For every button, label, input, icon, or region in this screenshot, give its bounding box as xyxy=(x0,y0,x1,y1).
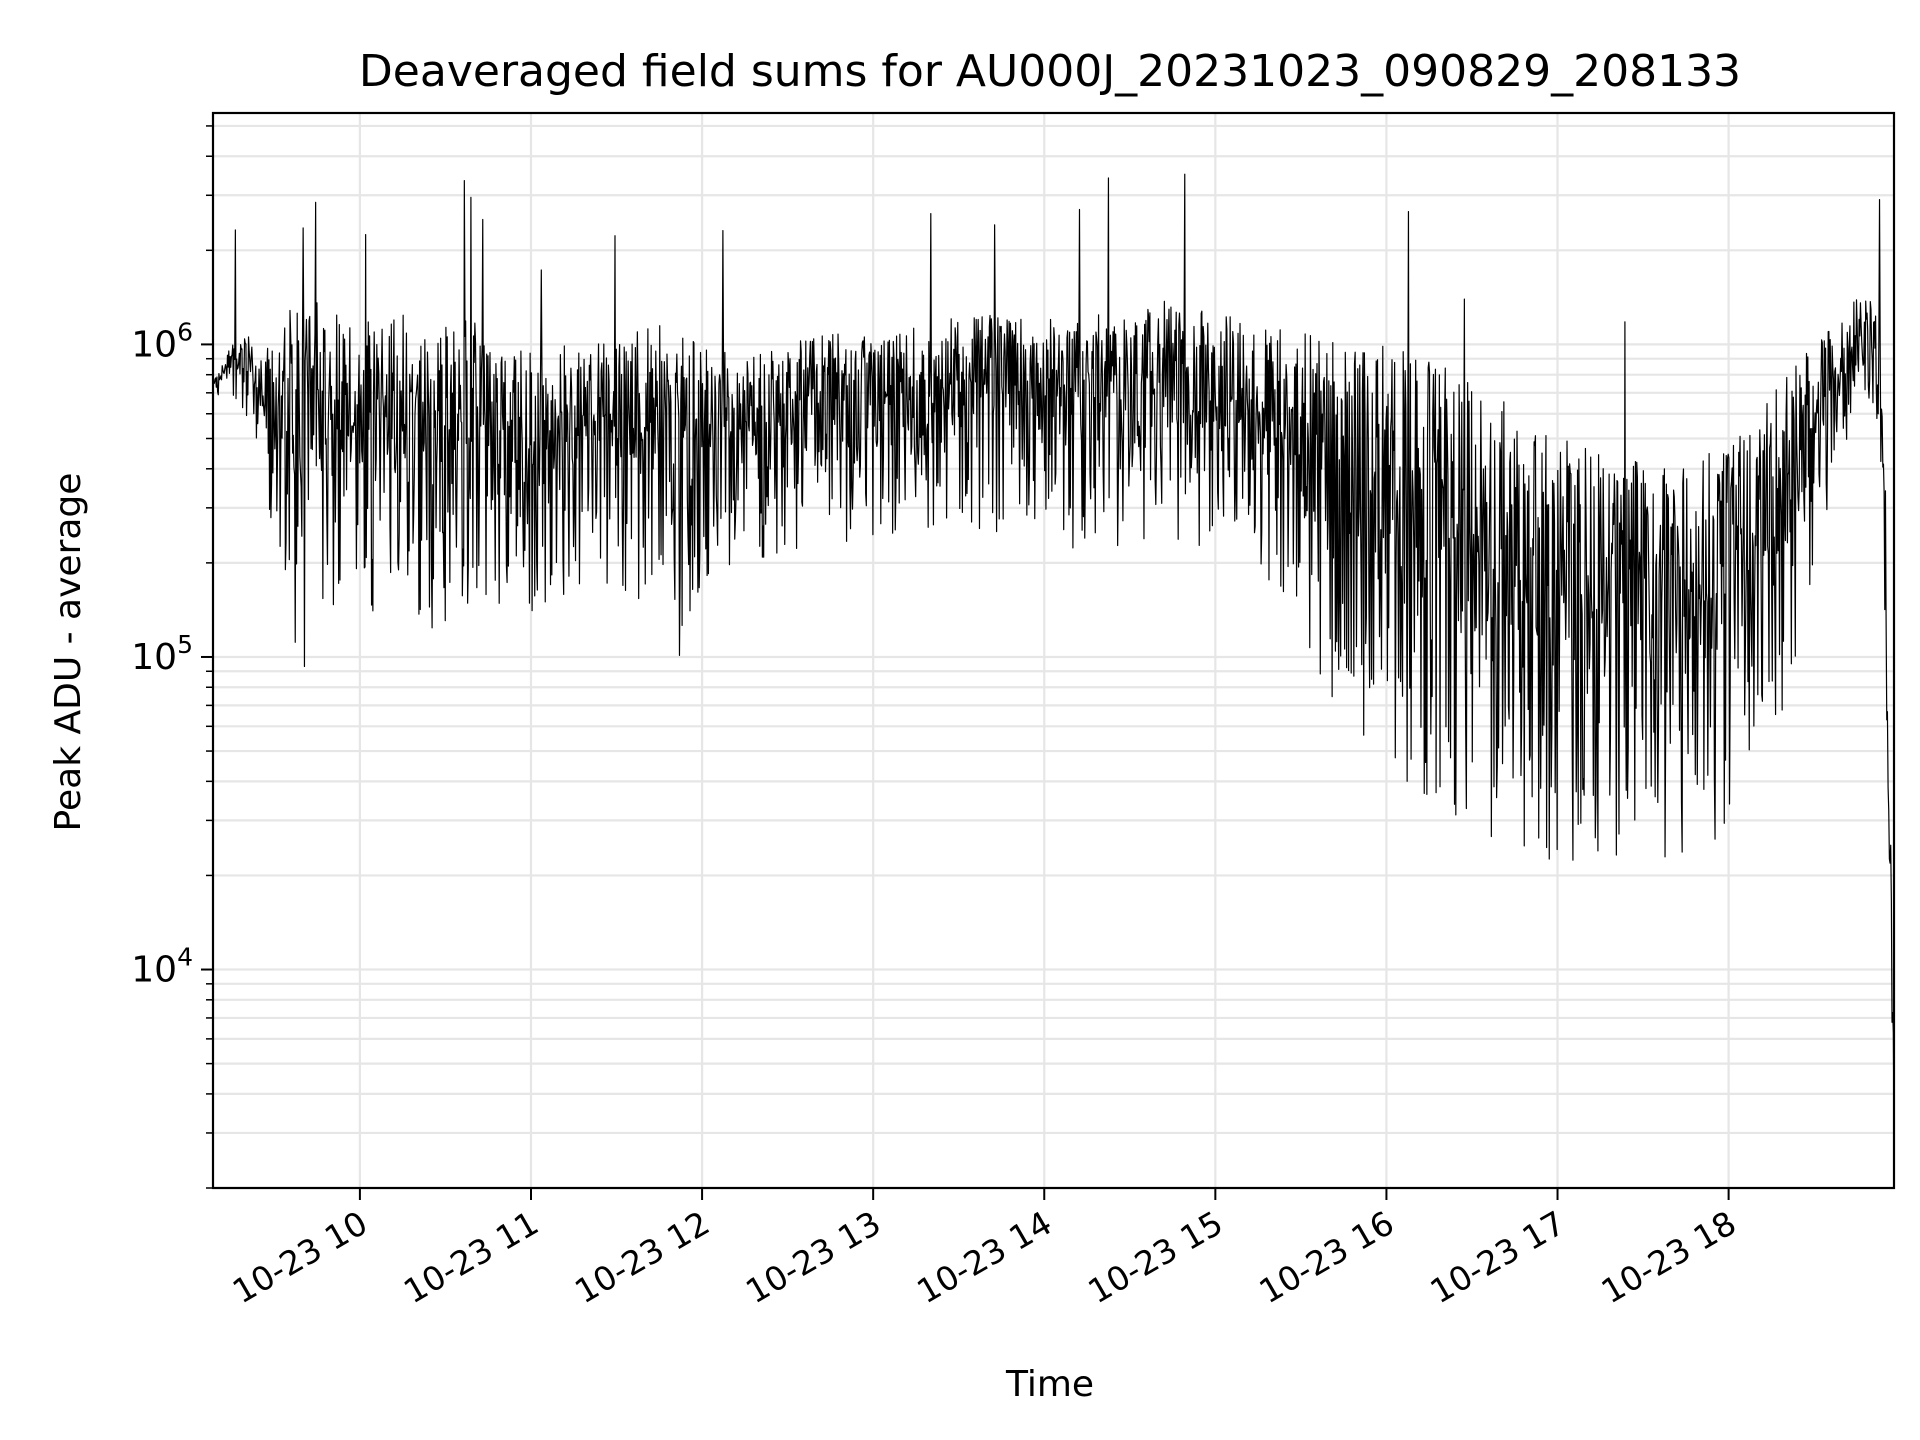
y-tick-label: 106 xyxy=(131,317,193,365)
chart-title: Deaveraged field sums for AU000J_2023102… xyxy=(359,46,1741,97)
y-axis-ticks: 104 105 106 xyxy=(131,125,213,1189)
x-axis-label: Time xyxy=(1005,1364,1094,1405)
y-tick-label: 104 xyxy=(131,943,193,991)
y-tick-label: 105 xyxy=(131,630,193,678)
y-axis-label: Peak ADU - average xyxy=(48,473,89,832)
series-layer xyxy=(212,173,1895,1133)
grid-lines xyxy=(213,113,1894,1190)
series-line xyxy=(212,173,1895,1133)
plot-area-frame xyxy=(211,111,1896,1190)
